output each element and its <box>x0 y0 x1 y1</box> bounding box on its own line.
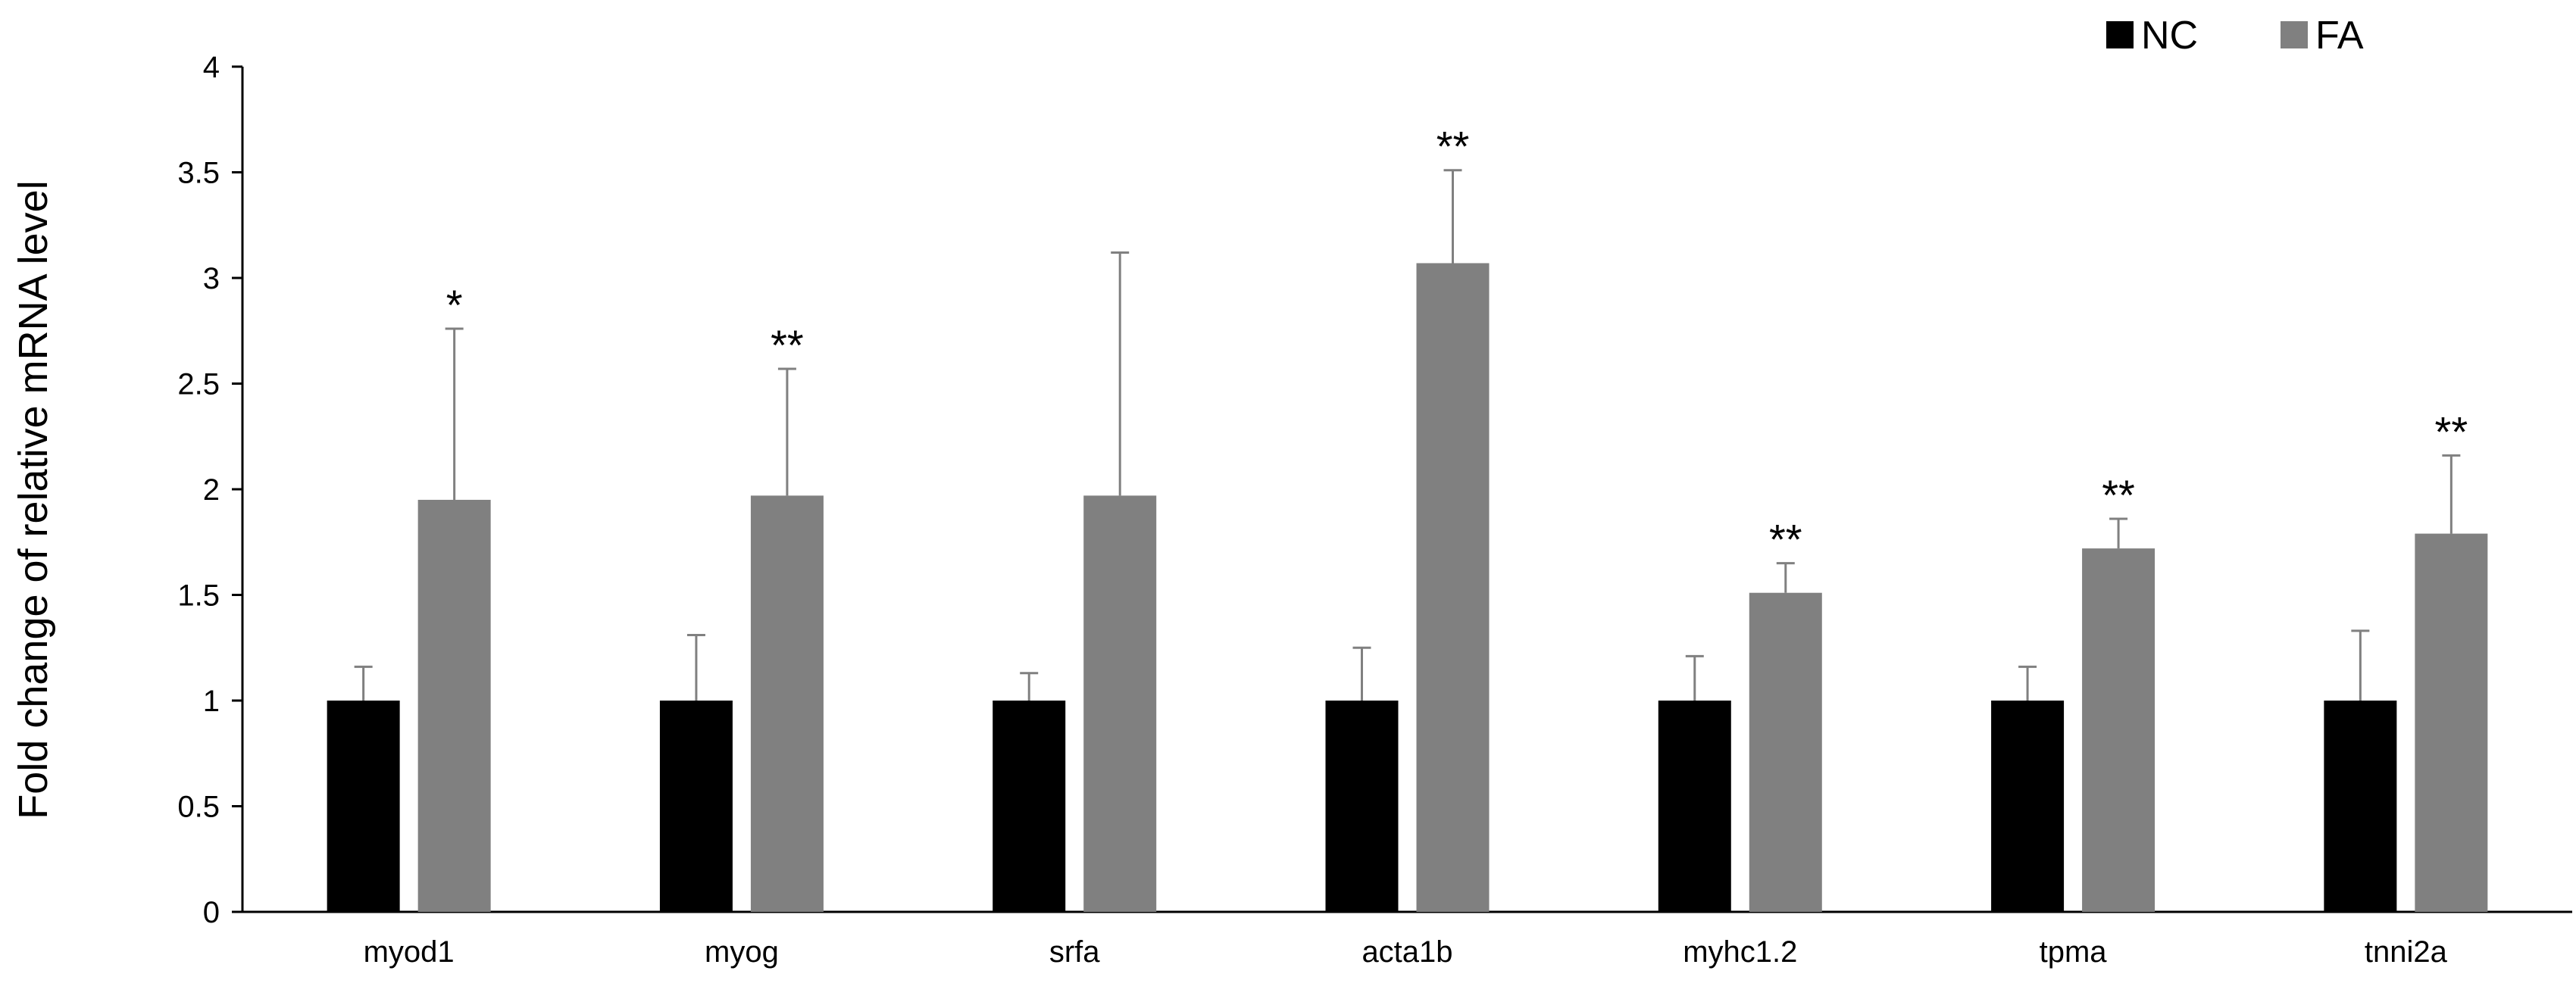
bar-fa <box>2082 548 2156 912</box>
significance-marker: ** <box>2102 471 2135 519</box>
bar-fa <box>2415 533 2488 912</box>
bar-nc <box>993 701 1066 912</box>
significance-marker: ** <box>2435 407 2468 455</box>
x-axis: myod1 myog srfa acta1b myhc1.2 tpma tnni2a <box>242 910 2572 969</box>
significance-marker: ** <box>771 321 804 369</box>
x-tick-label: srfa <box>1049 935 1100 969</box>
error-bars <box>354 169 2461 701</box>
bar-nc <box>1991 701 2065 912</box>
legend-label-nc: NC <box>2141 14 2198 58</box>
bar-nc <box>659 701 733 912</box>
legend-swatch-fa <box>2281 21 2308 48</box>
y-tick-label: 2 <box>203 473 220 507</box>
y-tick-label: 0.5 <box>177 791 220 824</box>
bars <box>327 263 2488 913</box>
x-tick-label: tnni2a <box>2365 935 2448 969</box>
bar-nc <box>1658 701 1731 912</box>
x-tick-label: tpma <box>2040 935 2108 969</box>
significance-marker: ** <box>1769 516 1802 563</box>
y-axis-title: Fold change of relative mRNA level <box>11 180 56 819</box>
bar-nc <box>2324 701 2397 912</box>
bar-fa <box>1416 263 1490 913</box>
significance-markers: *********** <box>446 123 2468 563</box>
y-tick-label: 1 <box>203 685 220 718</box>
legend: NC FA <box>2106 14 2364 58</box>
legend-swatch-nc <box>2106 21 2134 48</box>
y-tick-label: 3.5 <box>177 157 220 190</box>
bar-fa <box>417 499 491 912</box>
y-tick-label: 2.5 <box>177 368 220 401</box>
x-tick-label: myod1 <box>364 935 455 969</box>
y-axis: 0 0.5 1 1.5 2 2.5 3 3.5 4 <box>177 51 244 929</box>
x-tick-label: myog <box>705 935 779 969</box>
x-tick-label: acta1b <box>1361 935 1452 969</box>
bar-nc <box>1325 701 1399 912</box>
bar-fa <box>1083 495 1157 912</box>
significance-marker: ** <box>1436 123 1470 170</box>
significance-marker: * <box>446 281 463 329</box>
x-tick-label: myhc1.2 <box>1683 935 1797 969</box>
bar-fa <box>1749 592 1822 912</box>
y-tick-label: 1.5 <box>177 579 220 613</box>
legend-label-fa: FA <box>2315 14 2364 58</box>
y-tick-label: 3 <box>203 262 220 295</box>
bar-nc <box>327 701 400 912</box>
y-tick-label: 0 <box>203 896 220 929</box>
y-tick-label: 4 <box>203 51 220 84</box>
bar-fa <box>750 495 824 912</box>
